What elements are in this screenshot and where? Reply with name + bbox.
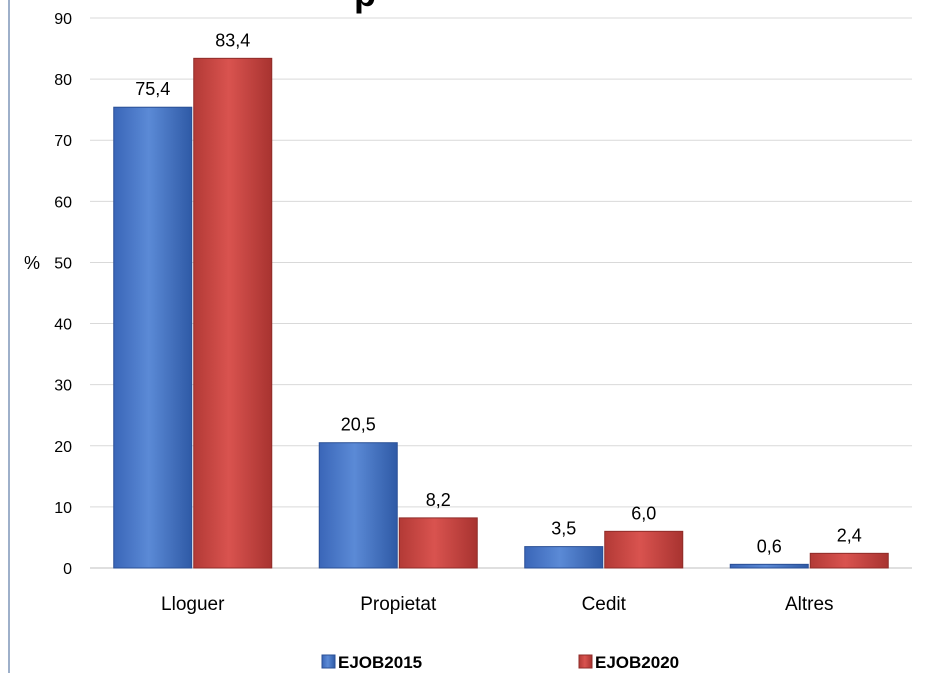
legend: EJOB2015 EJOB2020 [321,653,679,672]
data-label: 0,6 [757,536,782,556]
legend-swatch [321,654,336,669]
x-tick-label: Cedit [582,594,627,615]
bars [113,57,889,569]
x-tick-label: Altres [785,594,834,615]
bar-ejob2015-altres [729,563,809,569]
bar-ejob2015-lloguer [113,106,193,569]
y-tick-label: 90 [54,11,72,28]
bar-ejob2020-cedit [604,530,684,569]
y-tick-label: 50 [54,255,72,272]
x-axis: Lloguer Propietat Cedit Altres [161,594,833,615]
y-tick-label: 0 [63,561,72,578]
chart-title-fragment: p [354,0,376,14]
y-tick-label: 20 [54,439,72,456]
y-axis-label: % [24,253,40,273]
y-tick-label: 10 [54,500,72,517]
data-label: 3,5 [551,519,576,539]
bar-ejob2015-propietat [318,442,398,569]
data-labels: 75,4 83,4 20,5 8,2 3,5 6,0 0,6 2,4 [135,30,862,556]
data-label: 6,0 [631,503,656,523]
legend-label: EJOB2020 [595,653,679,672]
bar-ejob2020-altres [809,552,889,569]
y-tick-label: 60 [54,194,72,211]
data-label: 75,4 [135,79,170,99]
y-tick-label: 40 [54,317,72,334]
data-label: 8,2 [426,490,451,510]
legend-label: EJOB2015 [338,653,422,672]
y-axis: 0 10 20 30 40 50 60 70 80 90 [54,11,72,578]
bar-ejob2015-cedit [524,546,604,569]
y-tick-label: 30 [54,378,72,395]
x-tick-label: Propietat [360,594,437,615]
data-label: 20,5 [341,415,376,435]
y-tick-label: 70 [54,133,72,150]
bar-ejob2020-lloguer [193,57,273,569]
bar-ejob2020-propietat [398,517,478,569]
data-label: 2,4 [837,525,862,545]
data-label: 83,4 [215,30,250,50]
legend-swatch [578,654,593,669]
y-tick-label: 80 [54,72,72,89]
x-tick-label: Lloguer [161,594,225,615]
